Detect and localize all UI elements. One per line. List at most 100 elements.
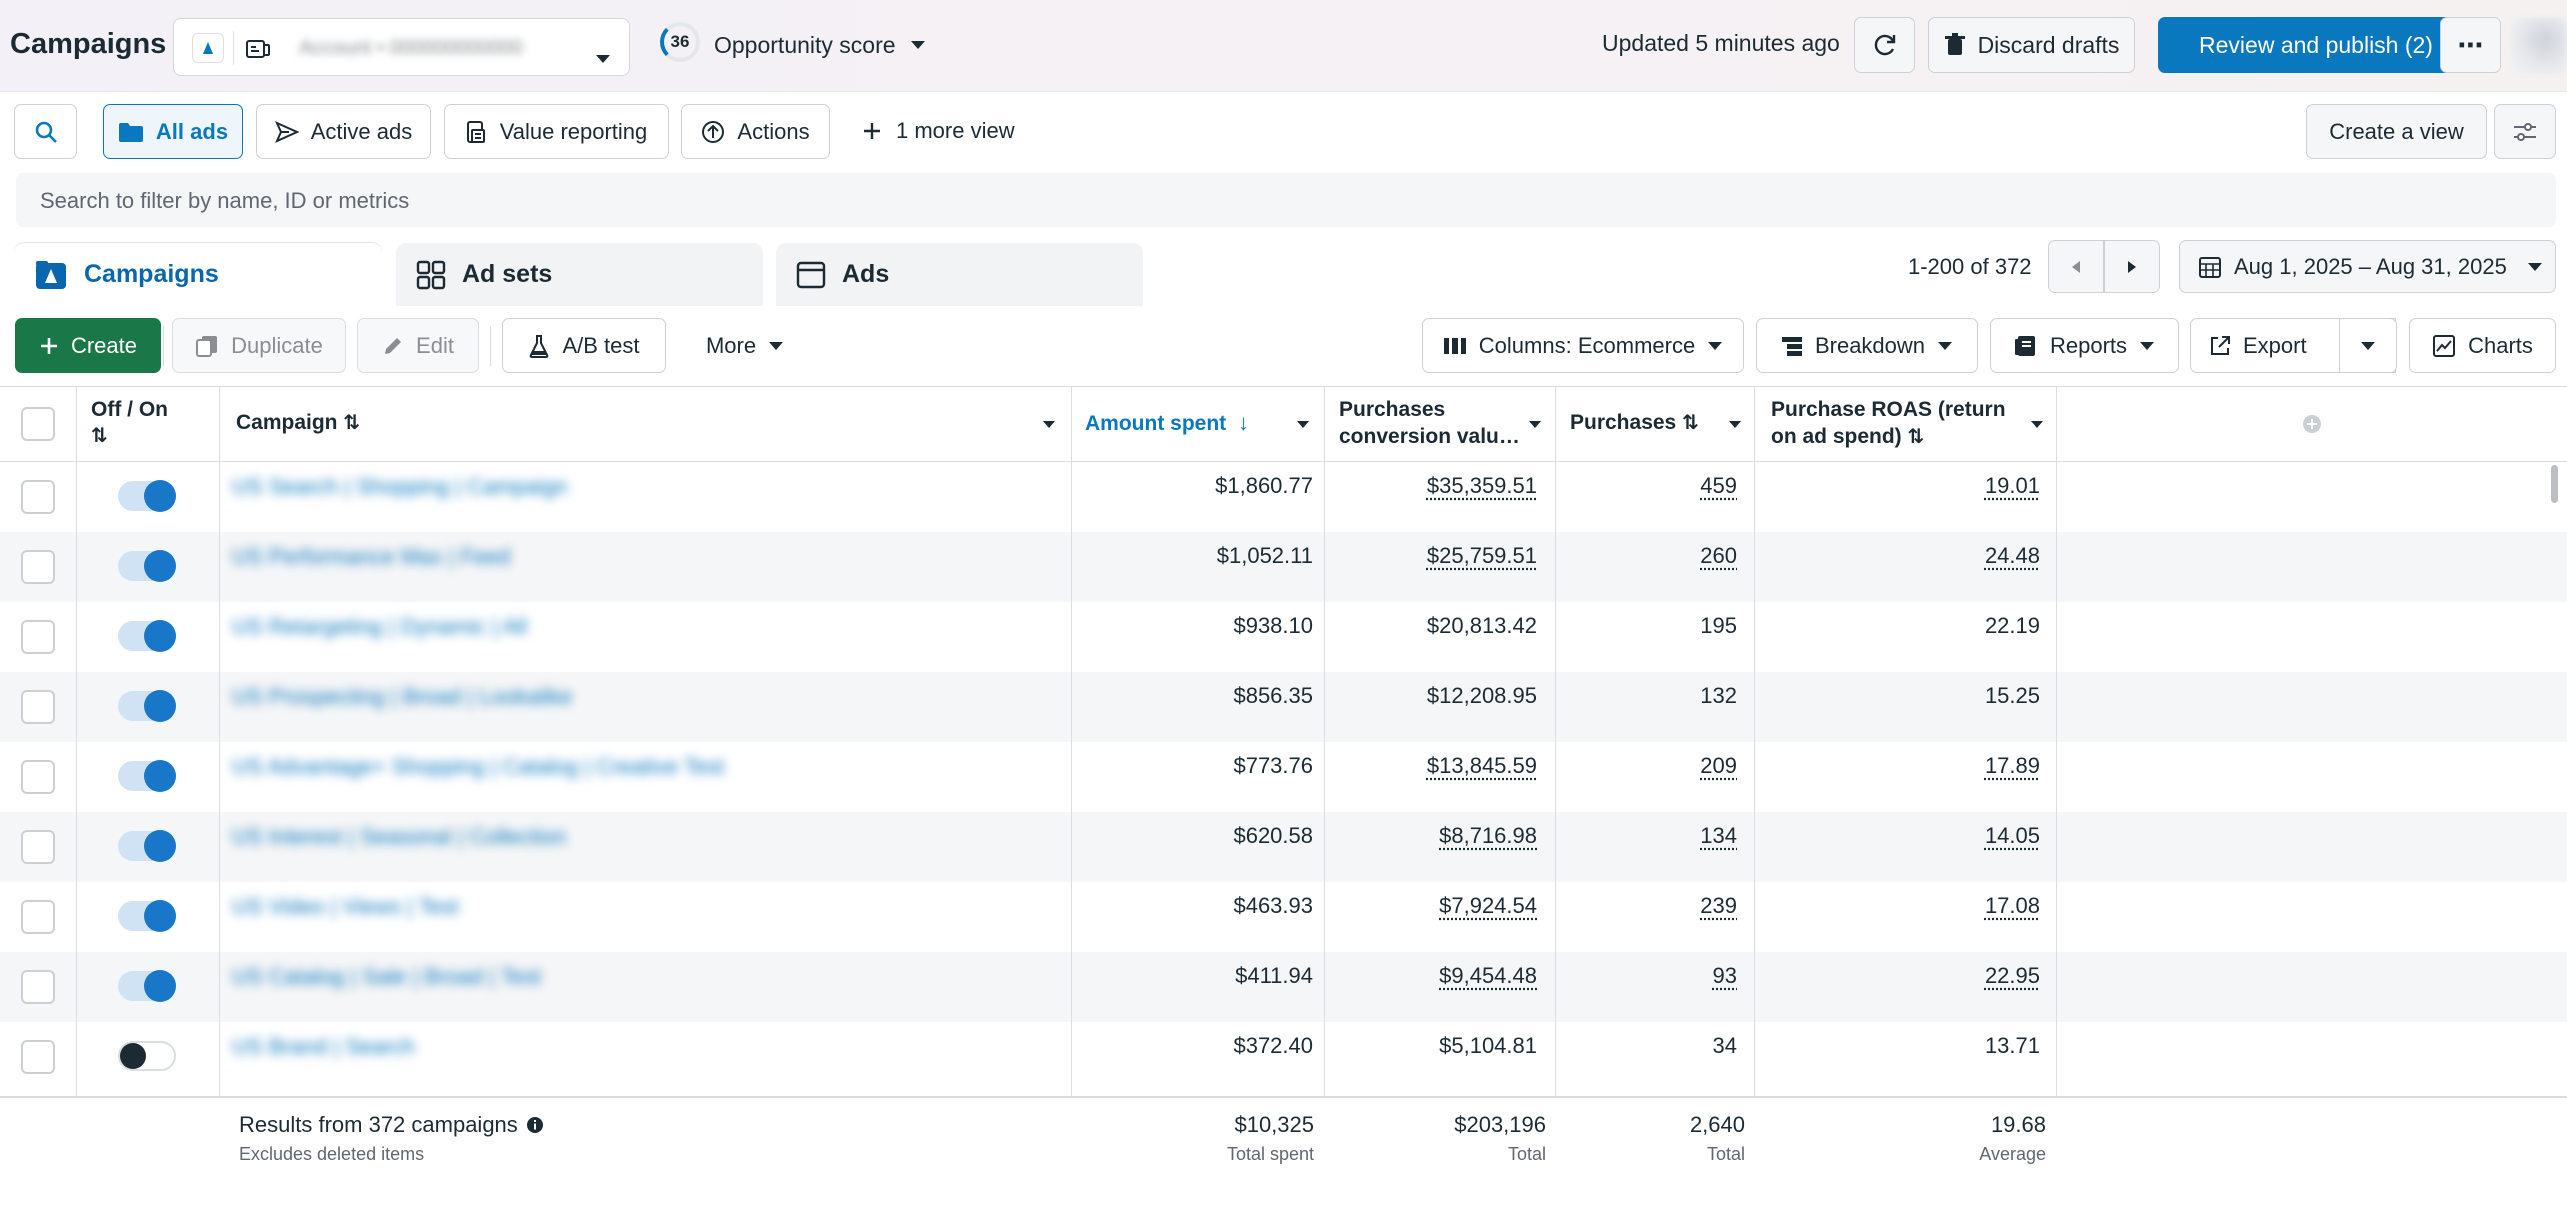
purchases-value-cell[interactable]: $13,845.59 xyxy=(1426,753,1537,778)
purchase-roas-cell[interactable]: 14.05 xyxy=(1984,823,2040,848)
select-all-checkbox[interactable] xyxy=(21,407,55,441)
purchases-cell[interactable]: 134 xyxy=(1700,823,1737,848)
table-row[interactable]: US Advantage+ Shopping | Catalog | Creat… xyxy=(0,742,2567,812)
campaign-name-link[interactable]: US Catalog | Sale | Broad | Test xyxy=(232,964,542,989)
campaign-name-link[interactable]: US Interest | Seasonal | Collection xyxy=(232,824,567,849)
purchases-cell[interactable]: 459 xyxy=(1700,473,1737,498)
export-dropdown-button[interactable] xyxy=(2339,318,2397,373)
vertical-scrollbar[interactable] xyxy=(2551,465,2558,503)
table-row[interactable]: US Interest | Seasonal | Collection $620.… xyxy=(0,812,2567,882)
purchase-roas-cell[interactable]: 17.89 xyxy=(1984,753,2040,778)
table-row[interactable]: US Performance Max | Feed $1,052.11 $25,75… xyxy=(0,532,2567,602)
columns-button[interactable]: Columns: Ecommerce xyxy=(1422,318,1744,373)
tab-ads[interactable]: Ads xyxy=(776,243,1143,306)
campaign-toggle[interactable] xyxy=(118,480,176,512)
campaign-name-link[interactable]: US Retargeting | Dynamic | All xyxy=(232,614,528,639)
more-button[interactable]: More xyxy=(680,318,810,373)
create-view-button[interactable]: Create a view xyxy=(2306,104,2487,159)
table-row[interactable]: US Search | Shopping | Campaign $1,860.77… xyxy=(0,462,2567,532)
filter-search-bar[interactable]: Search to filter by name, ID or metrics xyxy=(16,173,2556,227)
table-row[interactable]: US Retargeting | Dynamic | All $938.10 $20… xyxy=(0,602,2567,672)
chevron-down-icon[interactable] xyxy=(1728,420,1742,429)
campaign-toggle[interactable] xyxy=(118,760,176,792)
campaign-name-link[interactable]: US Search | Shopping | Campaign xyxy=(232,474,568,499)
chevron-down-icon[interactable] xyxy=(1296,420,1310,429)
prev-page-button[interactable] xyxy=(2048,240,2104,293)
campaign-name-link[interactable]: US Advantage+ Shopping | Catalog | Creat… xyxy=(232,754,725,779)
purchase-roas-cell[interactable]: 24.48 xyxy=(1984,543,2040,568)
search-input[interactable]: Search to filter by name, ID or metrics xyxy=(40,188,410,213)
purchases-value-cell[interactable]: $25,759.51 xyxy=(1426,543,1537,568)
campaign-toggle[interactable] xyxy=(118,550,176,582)
view-settings-button[interactable] xyxy=(2494,104,2556,159)
purchases-cell[interactable]: 260 xyxy=(1700,543,1737,568)
row-checkbox[interactable] xyxy=(21,620,55,654)
breakdown-button[interactable]: Breakdown xyxy=(1756,318,1978,373)
add-column-icon[interactable] xyxy=(2301,413,2323,435)
campaign-toggle[interactable] xyxy=(118,900,176,932)
view-active-ads[interactable]: Active ads xyxy=(256,104,431,159)
col-header-purchase-roas[interactable]: Purchase ROAS (return on ad spend) ⇅ xyxy=(1771,396,2006,451)
opportunity-score[interactable]: 36 Opportunity score xyxy=(660,22,926,62)
purchase-roas-cell[interactable]: 22.95 xyxy=(1984,963,2040,988)
view-actions[interactable]: Actions xyxy=(681,104,830,159)
row-checkbox[interactable] xyxy=(21,690,55,724)
date-range-picker[interactable]: Aug 1, 2025 – Aug 31, 2025 xyxy=(2179,240,2556,293)
duplicate-button[interactable]: Duplicate xyxy=(172,318,346,373)
row-checkbox[interactable] xyxy=(21,550,55,584)
row-checkbox[interactable] xyxy=(21,1040,55,1074)
charts-button[interactable]: Charts xyxy=(2409,318,2556,373)
table-row[interactable]: US Prospecting | Broad | Lookalike $856.3… xyxy=(0,672,2567,742)
ab-test-button[interactable]: A/B test xyxy=(502,318,666,373)
purchase-roas-cell[interactable]: 17.08 xyxy=(1984,893,2040,918)
view-all-ads[interactable]: All ads xyxy=(103,104,243,159)
purchases-value-cell[interactable]: $9,454.48 xyxy=(1439,963,1537,988)
reports-button[interactable]: Reports xyxy=(1990,318,2179,373)
col-header-off-on[interactable]: Off / On ⇅ xyxy=(91,396,168,450)
purchases-cell[interactable]: 209 xyxy=(1700,753,1737,778)
purchases-cell[interactable]: 93 xyxy=(1712,963,1737,988)
col-header-campaign[interactable]: Campaign ⇅ xyxy=(236,409,360,437)
campaign-toggle[interactable] xyxy=(118,620,176,652)
chevron-down-icon[interactable] xyxy=(2030,420,2044,429)
row-checkbox[interactable] xyxy=(21,970,55,1004)
purchase-roas-cell[interactable]: 19.01 xyxy=(1984,473,2040,498)
row-checkbox[interactable] xyxy=(21,480,55,514)
campaign-name-link[interactable]: US Brand | Search xyxy=(232,1034,416,1059)
edit-button[interactable]: Edit xyxy=(357,318,479,373)
table-row[interactable]: US Video | Views | Test $463.93 $7,924.54 2… xyxy=(0,882,2567,952)
col-header-purchases-value[interactable]: Purchases conversion valu… xyxy=(1339,396,1520,450)
discard-drafts-button[interactable]: Discard drafts xyxy=(1928,17,2135,73)
col-header-purchases[interactable]: Purchases ⇅ xyxy=(1570,409,1699,437)
more-options-button[interactable]: ⋯ xyxy=(2440,17,2501,73)
account-picker[interactable]: Account • 000000000000 xyxy=(173,18,630,76)
row-checkbox[interactable] xyxy=(21,760,55,794)
next-page-button[interactable] xyxy=(2104,240,2160,293)
campaign-toggle[interactable] xyxy=(118,690,176,722)
campaign-name-link[interactable]: US Prospecting | Broad | Lookalike xyxy=(232,684,573,709)
purchases-cell[interactable]: 239 xyxy=(1700,893,1737,918)
col-header-amount-spent[interactable]: Amount spent ↓ xyxy=(1085,409,1249,437)
info-icon[interactable] xyxy=(526,1116,544,1134)
tab-ad-sets[interactable]: Ad sets xyxy=(396,243,763,306)
more-view-button[interactable]: 1 more view xyxy=(862,118,1015,144)
chevron-down-icon[interactable] xyxy=(1042,420,1056,429)
table-row[interactable]: US Catalog | Sale | Broad | Test $411.94 $… xyxy=(0,952,2567,1022)
table-row[interactable]: US Brand | Search $372.40 $5,104.81 34 13.71 xyxy=(0,1022,2567,1092)
campaign-name-link[interactable]: US Video | Views | Test xyxy=(232,894,459,919)
view-value-reporting[interactable]: Value reporting xyxy=(444,104,669,159)
avatar[interactable] xyxy=(2512,18,2567,74)
purchases-value-cell[interactable]: $7,924.54 xyxy=(1439,893,1537,918)
row-checkbox[interactable] xyxy=(21,900,55,934)
create-button[interactable]: Create xyxy=(15,318,161,373)
search-button[interactable] xyxy=(14,104,77,159)
campaign-toggle[interactable] xyxy=(118,830,176,862)
refresh-button[interactable] xyxy=(1854,17,1915,73)
purchases-value-cell[interactable]: $35,359.51 xyxy=(1426,473,1537,498)
campaign-toggle[interactable] xyxy=(118,970,176,1002)
chevron-down-icon[interactable] xyxy=(1528,420,1542,429)
purchases-value-cell[interactable]: $8,716.98 xyxy=(1439,823,1537,848)
campaign-toggle[interactable] xyxy=(118,1041,176,1071)
campaign-name-link[interactable]: US Performance Max | Feed xyxy=(232,544,511,569)
review-publish-button[interactable]: Review and publish (2) xyxy=(2158,17,2474,73)
